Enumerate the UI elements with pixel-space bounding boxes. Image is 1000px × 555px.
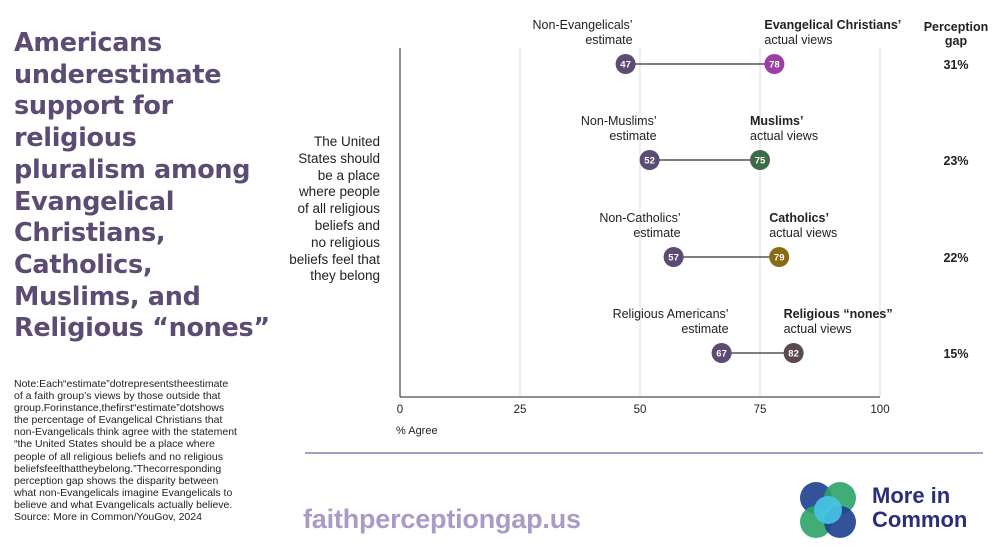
- actual-label: Evangelical Christians’ actual views: [764, 18, 901, 47]
- chart-row: Religious Americans’ estimate Religious “n…: [613, 307, 969, 363]
- footer-divider: [305, 452, 983, 454]
- more-in-common-logo-icon: [800, 482, 856, 538]
- gap-header: Perception gap: [924, 20, 989, 48]
- estimate-value-label: 57: [668, 253, 679, 264]
- gap-value: 31%: [943, 58, 968, 72]
- gap-value: 22%: [943, 251, 968, 265]
- chart-row: Non-Muslims’ estimate Muslims’ actual views…: [581, 114, 969, 170]
- gap-value: 23%: [943, 154, 968, 168]
- x-axis-label: % Agree: [396, 425, 438, 437]
- actual-value-label: 75: [755, 156, 766, 167]
- actual-dot: [769, 247, 790, 267]
- estimate-label: Non-Evangelicals’ estimate: [533, 18, 633, 47]
- actual-value-label: 82: [788, 349, 799, 360]
- estimate-label: Religious Americans’ estimate: [613, 307, 729, 336]
- estimate-dot: [639, 150, 660, 170]
- estimate-dot: [615, 54, 636, 74]
- actual-value-label: 79: [774, 253, 785, 264]
- actual-value-label: 78: [769, 60, 780, 71]
- actual-dot: [783, 343, 804, 363]
- statement-label: The United States should be a place wher…: [289, 134, 380, 284]
- estimate-dot: [711, 343, 732, 363]
- x-tick-label: 50: [634, 404, 647, 416]
- estimate-value-label: 52: [644, 156, 655, 167]
- chart-title: Americans underestimate support for reli…: [14, 28, 270, 344]
- estimate-label: Non-Muslims’ estimate: [581, 114, 657, 143]
- actual-dot: [764, 54, 785, 74]
- actual-label: Muslims’ actual views: [750, 114, 818, 143]
- estimate-dot: [663, 247, 684, 267]
- chart-rows: Non-Evangelicals’ estimate Evangelical Chr…: [533, 18, 969, 363]
- grid-lines: [519, 48, 881, 397]
- x-tick-label: 100: [870, 404, 889, 416]
- actual-label: Religious “nones” actual views: [784, 307, 893, 336]
- x-tick-labels: 0 25 50 75 100: [397, 404, 890, 416]
- estimate-value-label: 67: [716, 349, 727, 360]
- x-tick-label: 0: [397, 404, 403, 416]
- note-text: Note:Each“estimate”dotrepresentstheestim…: [14, 378, 237, 524]
- estimate-label: Non-Catholics’ estimate: [599, 211, 680, 240]
- actual-label: Catholics’ actual views: [769, 211, 837, 240]
- gap-value: 15%: [943, 347, 968, 361]
- logo-text: More in Common: [872, 483, 968, 532]
- dumbbell-chart: 0 25 50 75 100 % Agree Perception gap Non-Eva…: [396, 18, 989, 437]
- actual-dot: [750, 150, 770, 170]
- x-tick-label: 75: [754, 404, 767, 416]
- estimate-value-label: 47: [620, 60, 631, 71]
- gap-header-label: Perception gap: [924, 20, 989, 48]
- chart-row: Non-Evangelicals’ estimate Evangelical Chr…: [533, 18, 969, 74]
- chart-row: Non-Catholics’ estimate Catholics’ actual v…: [599, 211, 969, 267]
- website-link[interactable]: faithperceptiongap.us: [303, 504, 581, 534]
- x-tick-label: 25: [514, 404, 527, 416]
